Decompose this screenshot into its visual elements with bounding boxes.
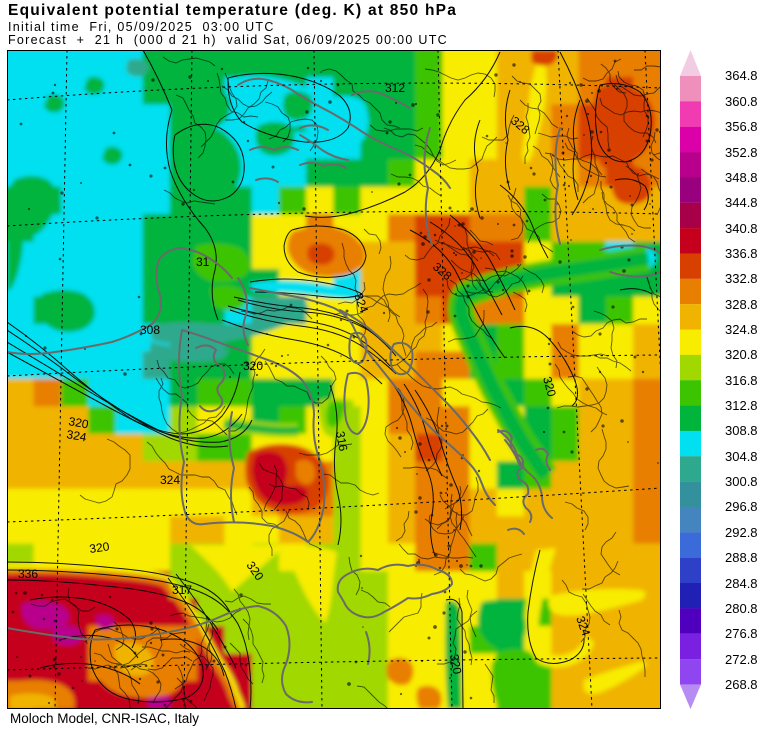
svg-text:320: 320 [88, 539, 110, 556]
svg-text:324: 324 [160, 473, 180, 487]
svg-text:31: 31 [196, 255, 210, 269]
svg-text:324: 324 [573, 614, 593, 638]
svg-text:324: 324 [65, 427, 87, 444]
svg-text:312: 312 [385, 81, 405, 95]
svg-text:316: 316 [333, 430, 350, 452]
svg-text:308: 308 [140, 323, 160, 337]
svg-text:324: 324 [351, 291, 371, 315]
svg-text:336: 336 [18, 567, 38, 581]
svg-text:320: 320 [243, 359, 263, 373]
svg-text:317: 317 [172, 583, 192, 597]
svg-text:320: 320 [447, 653, 464, 675]
svg-text:320: 320 [540, 375, 559, 398]
svg-text:320: 320 [67, 414, 89, 431]
